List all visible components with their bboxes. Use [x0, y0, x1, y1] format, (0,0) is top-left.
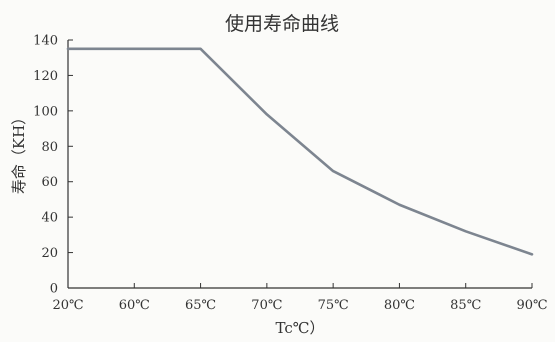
y-tick-label: 80: [41, 140, 58, 155]
y-axis-label: 寿命（KH）: [10, 110, 28, 194]
x-tick-label: 75℃: [318, 298, 349, 313]
x-axis-label: Tc℃）: [275, 319, 324, 337]
y-tick-label: 120: [33, 69, 58, 84]
series-group: [66, 47, 534, 256]
y-axis-label-group: 寿命（KH）: [10, 110, 28, 194]
x-tick-label: 90℃: [516, 298, 547, 313]
data-point: [199, 48, 202, 50]
data-point: [531, 253, 533, 256]
x-tick-label: 85℃: [450, 298, 481, 313]
data-point: [67, 48, 69, 50]
x-tick-label: 70℃: [251, 298, 282, 313]
x-tick-label: 60℃: [119, 298, 150, 313]
x-tick-label: 20℃: [52, 298, 83, 313]
x-tick-label: 65℃: [185, 298, 216, 313]
chart-title: 使用寿命曲线: [225, 13, 339, 35]
y-tick-label: 0: [50, 282, 58, 297]
x-ticks: 20℃ 60℃ 65℃ 70℃ 75℃ 80℃ 85℃ 90℃: [52, 283, 548, 313]
data-point: [266, 113, 268, 116]
y-tick-label: 40: [41, 211, 58, 226]
data-point: [398, 203, 401, 206]
y-ticks: 0 20 40 60 80 100 120 140: [33, 34, 73, 297]
x-tick-label: 80℃: [384, 298, 415, 313]
data-point: [332, 170, 334, 172]
data-point: [133, 48, 136, 50]
y-tick-label: 20: [41, 246, 58, 261]
data-point: [464, 230, 467, 233]
y-tick-label: 140: [33, 34, 58, 49]
y-tick-label: 60: [41, 175, 58, 190]
y-tick-label: 100: [33, 104, 58, 119]
series-line: [66, 47, 534, 256]
